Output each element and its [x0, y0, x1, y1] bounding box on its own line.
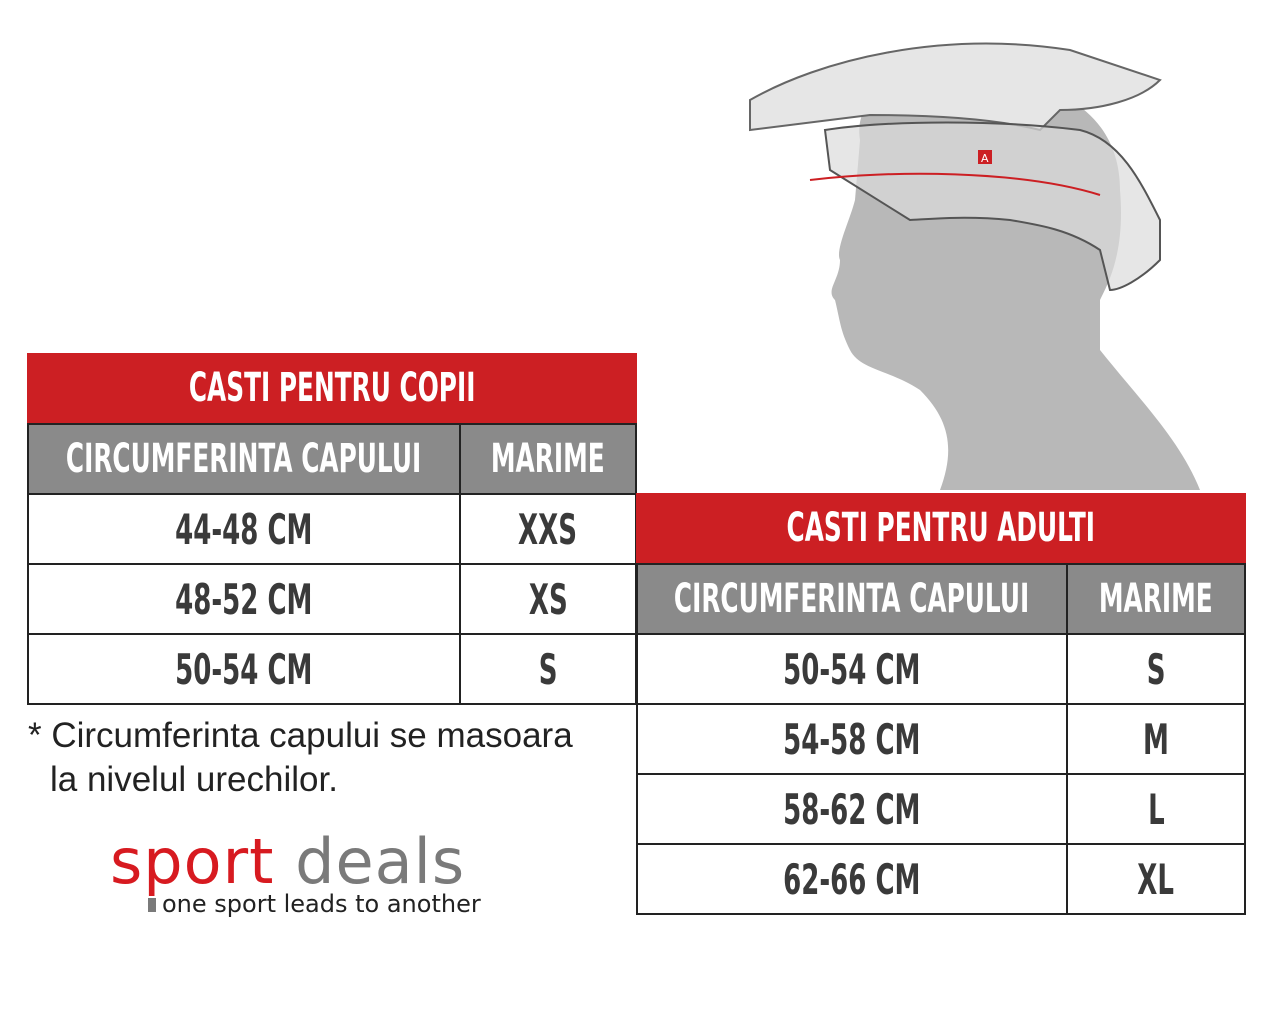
table-row: S — [1066, 633, 1246, 705]
kids-table-title: CASTI PENTRU COPII — [27, 353, 637, 423]
table-row: 50-54 CM — [636, 633, 1068, 705]
table-row: XS — [459, 563, 637, 635]
table-row: 62-66 CM — [636, 843, 1068, 915]
kids-header-size: MARIME — [459, 423, 637, 495]
table-row: 58-62 CM — [636, 773, 1068, 845]
table-row: 44-48 CM — [27, 493, 461, 565]
table-row: 48-52 CM — [27, 563, 461, 635]
table-row: XL — [1066, 843, 1246, 915]
table-row: XXS — [459, 493, 637, 565]
sport-deals-logo: sport deals one sport leads to another — [110, 825, 481, 918]
table-row: 50-54 CM — [27, 633, 461, 705]
logo-tagline: one sport leads to another — [148, 892, 481, 916]
table-row: 54-58 CM — [636, 703, 1068, 775]
table-row: L — [1066, 773, 1246, 845]
adults-header-circumference: CIRCUMFERINTA CAPULUI — [636, 563, 1068, 635]
measurement-note: * Circumferinta capului se masoara la ni… — [28, 716, 573, 799]
marker-a: A — [981, 152, 989, 165]
table-row: M — [1066, 703, 1246, 775]
adults-header-size: MARIME — [1066, 563, 1246, 635]
helmet-head-illustration: A — [749, 42, 1200, 490]
table-row: S — [459, 633, 637, 705]
adults-table-title: CASTI PENTRU ADULTI — [636, 493, 1246, 563]
kids-header-circumference: CIRCUMFERINTA CAPULUI — [27, 423, 461, 495]
